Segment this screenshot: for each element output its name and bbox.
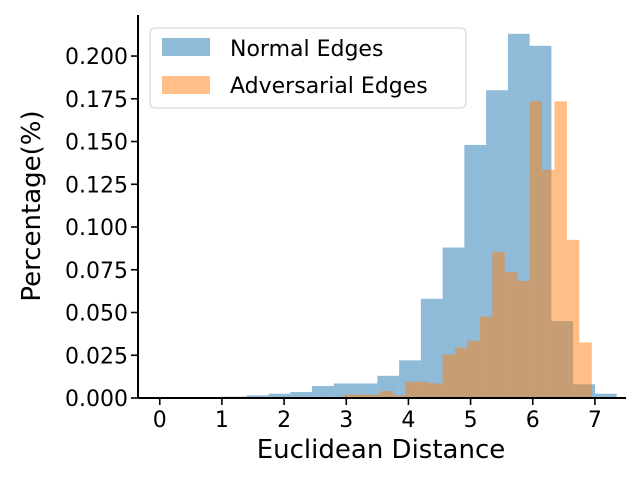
adversarial-edges-bar-9 <box>455 347 468 398</box>
y-tick-label-4: 0.100 <box>65 216 128 241</box>
y-axis-title: Percentage(%) <box>17 110 47 301</box>
adversarial-edges-bar-2 <box>368 394 381 398</box>
legend-label-normal-edges: Normal Edges <box>230 37 383 62</box>
x-tick-label-6: 6 <box>526 408 540 433</box>
y-tick-label-2: 0.050 <box>65 302 128 327</box>
normal-edges-bar-8 <box>333 383 356 398</box>
x-axis-title: Euclidean Distance <box>257 435 506 465</box>
adversarial-edges-bar-12 <box>492 251 505 398</box>
adversarial-edges-bar-0 <box>343 394 356 398</box>
adversarial-edges-bar-7 <box>430 383 443 398</box>
x-axis-ticks: 0 1 2 3 4 5 6 7 <box>153 398 602 433</box>
adversarial-edges-bar-10 <box>467 340 480 398</box>
legend-swatch-normal-edges <box>162 38 210 56</box>
adversarial-edges-bars <box>343 101 592 398</box>
x-tick-label-2: 2 <box>277 408 291 433</box>
adversarial-edges-bar-8 <box>442 354 456 398</box>
y-tick-label-7: 0.175 <box>65 88 128 113</box>
normal-edges-bar-5 <box>268 393 291 398</box>
adversarial-edges-bar-14 <box>517 280 530 398</box>
legend-label-adversarial-edges: Adversarial Edges <box>230 74 428 99</box>
adversarial-edges-bar-5 <box>405 381 418 398</box>
normal-edges-bar-12 <box>420 298 443 398</box>
y-tick-label-5: 0.125 <box>65 173 128 198</box>
y-tick-label-0: 0.000 <box>65 387 128 412</box>
x-tick-label-0: 0 <box>153 408 167 433</box>
legend-swatch-adversarial-edges <box>162 76 210 94</box>
adversarial-edges-bar-1 <box>355 394 369 398</box>
x-tick-label-3: 3 <box>339 408 353 433</box>
y-tick-label-6: 0.150 <box>65 131 128 156</box>
adversarial-edges-bar-6 <box>417 381 431 398</box>
adversarial-edges-bar-3 <box>380 391 393 398</box>
normal-edges-bar-6 <box>290 392 313 398</box>
adversarial-edges-bar-15 <box>529 101 543 398</box>
y-tick-label-3: 0.075 <box>65 259 128 284</box>
adversarial-edges-bar-16 <box>542 169 555 398</box>
y-axis-ticks: 0.000 0.025 0.050 0.075 0.100 0.125 0.150 0.175… <box>65 45 138 412</box>
legend-frame <box>149 27 467 109</box>
x-tick-label-4: 4 <box>401 408 415 433</box>
normal-edges-bar-9 <box>355 383 378 398</box>
y-tick-label-1: 0.025 <box>65 344 128 369</box>
adversarial-edges-bar-4 <box>392 395 406 398</box>
y-tick-label-8: 0.200 <box>65 45 128 70</box>
normal-edges-bar-20 <box>594 393 617 398</box>
adversarial-edges-bar-17 <box>554 101 567 398</box>
adversarial-edges-bar-13 <box>504 272 518 398</box>
adversarial-edges-bar-19 <box>579 342 592 398</box>
normal-edges-bar-4 <box>246 395 269 398</box>
adversarial-edges-bar-18 <box>566 239 580 398</box>
normal-edges-bar-7 <box>312 386 334 398</box>
adversarial-edges-bar-11 <box>479 316 493 398</box>
x-tick-label-1: 1 <box>215 408 229 433</box>
x-tick-label-7: 7 <box>588 408 602 433</box>
legend: Normal Edges Adversarial Edges <box>149 27 467 109</box>
x-tick-label-5: 5 <box>464 408 478 433</box>
